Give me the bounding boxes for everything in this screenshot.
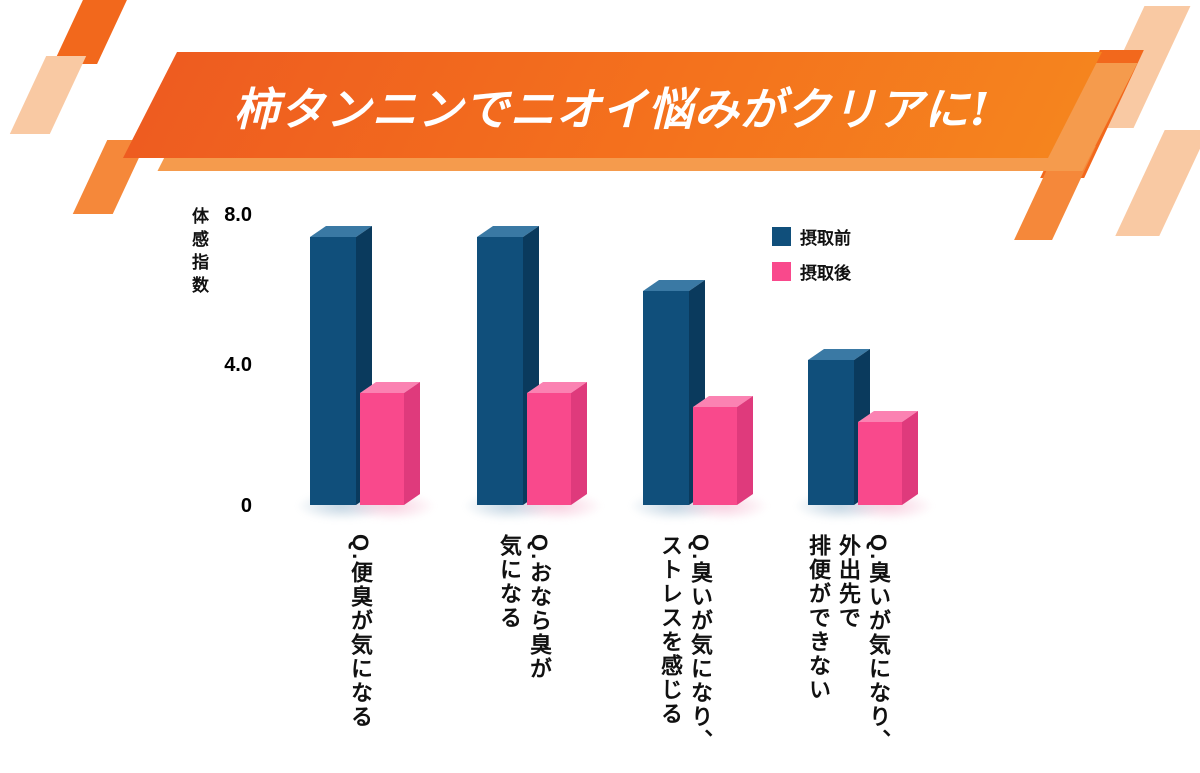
bar-top-摂取後 [693, 396, 753, 407]
category-label: Q.臭いが気になり、 ストレスを感じる [655, 534, 715, 773]
category-label-line: 外出先で [836, 534, 861, 630]
category-label: Q.臭いが気になり、 外出先で 排便ができない [803, 534, 893, 773]
category-label: Q.便臭が気になる [345, 534, 375, 773]
bar-top-摂取前 [643, 280, 705, 291]
bar-front-摂取前 [808, 360, 854, 505]
bar-front-摂取後 [858, 422, 902, 505]
bar-front-摂取前 [477, 237, 523, 505]
deco-stripe-right-pale2 [1115, 130, 1200, 236]
deco-stripe-top-left [53, 0, 127, 64]
bar-top-摂取前 [808, 349, 870, 360]
legend-item-after: 摂取後 [772, 259, 851, 284]
bar-top-摂取前 [477, 226, 539, 237]
bar-side-摂取後 [902, 411, 918, 505]
category-label-line: 気になる [497, 534, 522, 630]
bar-front-摂取後 [693, 407, 737, 505]
bar-front-摂取前 [643, 291, 689, 505]
y-tick-0: 0 [240, 495, 252, 517]
category-label-line: ストレスを感じる [658, 534, 683, 726]
legend-label-after: 摂取後 [800, 264, 851, 283]
legend-item-before: 摂取前 [772, 224, 851, 249]
category-label-line: Q.臭いが気になり、 [866, 534, 891, 754]
category-label: Q.おなら臭が 気になる [494, 534, 554, 773]
legend-label-before: 摂取前 [800, 229, 851, 248]
bar-side-摂取後 [571, 382, 587, 505]
category-label-line: Q.便臭が気になる [348, 534, 373, 730]
bar-top-摂取後 [360, 382, 420, 393]
bar-side-摂取後 [737, 396, 753, 505]
category-label-line: 排便ができない [806, 534, 831, 702]
deco-stripe-left-pale [9, 56, 87, 134]
legend-swatch-before [772, 227, 791, 246]
bar-top-摂取前 [310, 226, 372, 237]
category-label-line: Q.臭いが気になり、 [688, 534, 713, 754]
page-title: 柿タンニンでニオイ悩みがクリアに! [234, 82, 991, 136]
bar-side-摂取後 [404, 382, 420, 505]
bar-front-摂取後 [527, 393, 571, 505]
bar-front-摂取後 [360, 393, 404, 505]
y-axis-label: 体感指数 [189, 207, 208, 299]
bar-front-摂取前 [310, 237, 356, 505]
category-label-line: Q.おなら臭が [527, 534, 552, 682]
legend: 摂取前 摂取後 [772, 224, 851, 284]
y-tick-8: 8.0 [224, 204, 252, 226]
title-banner: 柿タンニンでニオイ悩みがクリアに! [122, 52, 1103, 158]
y-tick-4: 4.0 [224, 354, 252, 376]
bar-top-摂取後 [858, 411, 918, 422]
bar-top-摂取後 [527, 382, 587, 393]
legend-swatch-after [772, 262, 791, 281]
